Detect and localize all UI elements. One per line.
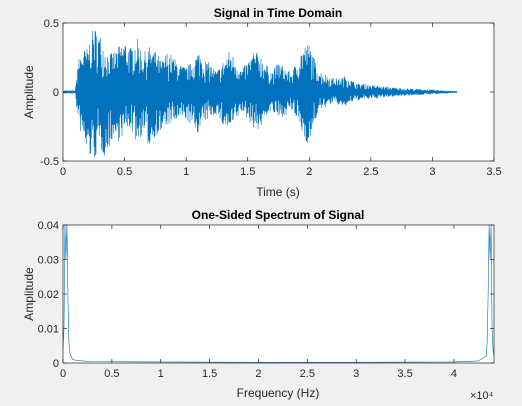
x-tick-label: 0 <box>60 368 66 380</box>
x-tick-label: 0.5 <box>117 166 132 178</box>
x-tick-label: 3 <box>429 166 435 178</box>
x-tick-label: 1.5 <box>202 368 217 380</box>
y-tick-label: -0.5 <box>40 156 59 168</box>
signal-series <box>62 30 458 158</box>
x-tick-label: 3.5 <box>397 368 412 380</box>
x-axis-exponent-label: ×10⁴ <box>470 390 494 402</box>
time-domain-axes[interactable]: 0 0.5 1 1.5 2 2.5 3 3.5-0.500.5 Signal in Time … <box>22 6 502 199</box>
x-axis-label: Time (s) <box>256 185 300 199</box>
y-tick-label: 0.02 <box>38 289 59 301</box>
y-axis-label: Amplitude <box>22 267 36 321</box>
x-tick-label: 1 <box>183 166 189 178</box>
x-tick-label: 2 <box>255 368 261 380</box>
tick-marks: 0 0.5 1 1.5 2 2.5 3 3.5 4 0 0.01 0.02 0.03 0.04 <box>38 220 494 380</box>
x-tick-label: 3 <box>353 368 359 380</box>
x-tick-label: 1 <box>158 368 164 380</box>
y-tick-label: 0 <box>53 87 59 99</box>
x-tick-label: 2.5 <box>363 166 378 178</box>
chart-title: One-Sided Spectrum of Signal <box>192 208 365 222</box>
plot-area <box>63 225 494 363</box>
x-tick-label: 3.5 <box>486 166 501 178</box>
y-tick-label: 0.03 <box>38 255 59 267</box>
x-tick-label: 2.5 <box>300 368 315 380</box>
x-tick-label: 4 <box>451 368 457 380</box>
y-tick-label: 0 <box>53 358 59 370</box>
spectrum-axes[interactable]: 0 0.5 1 1.5 2 2.5 3 3.5 4 0 0.01 0.02 0.03 0.04 One-S… <box>22 208 495 402</box>
x-axis-label: Frequency (Hz) <box>237 386 320 400</box>
x-tick-label: 1.5 <box>240 166 255 178</box>
y-axis-label: Amplitude <box>22 65 36 119</box>
y-tick-label: 0.01 <box>38 324 59 336</box>
tick-marks: 0 0.5 1 1.5 2 2.5 3 3.5-0.500.5 <box>40 18 502 178</box>
y-tick-label: 0.04 <box>38 220 59 232</box>
x-tick-label: 2 <box>306 166 312 178</box>
series-line <box>62 30 458 158</box>
x-tick-label: 0.5 <box>104 368 119 380</box>
x-tick-label: 0 <box>60 166 66 178</box>
y-tick-label: 0.5 <box>44 18 59 30</box>
chart-title: Signal in Time Domain <box>214 6 342 20</box>
